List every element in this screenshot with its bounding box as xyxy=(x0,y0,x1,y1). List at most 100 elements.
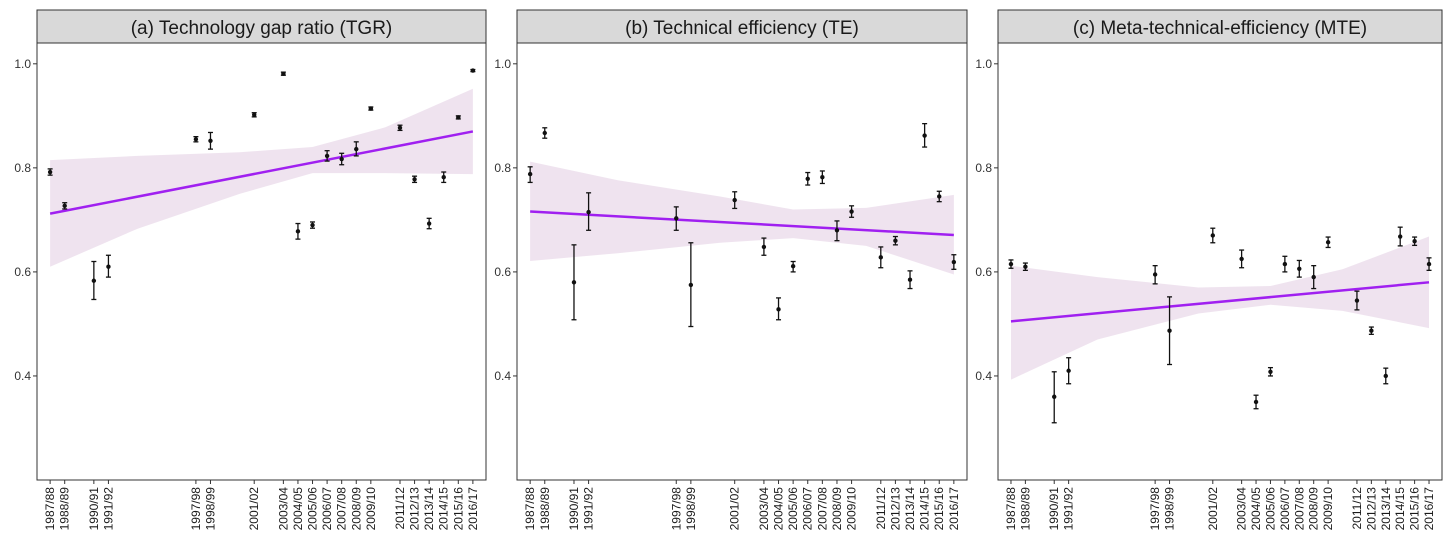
data-point xyxy=(295,222,301,240)
point-marker xyxy=(310,222,315,228)
x-tick-label: 2014/15 xyxy=(437,487,451,531)
y-tick-label: 0.6 xyxy=(14,265,31,279)
data-point xyxy=(1368,326,1374,335)
x-tick-label: 2015/16 xyxy=(932,487,946,531)
panel-title: (c) Meta-technical-efficiency (MTE) xyxy=(1073,18,1367,39)
point-marker xyxy=(368,106,374,111)
y-tick-label: 1.0 xyxy=(494,57,511,71)
x-tick-label: 2006/07 xyxy=(320,487,334,531)
x-tick-label: 1991/92 xyxy=(1062,487,1076,531)
data-point xyxy=(688,242,694,328)
data-point xyxy=(1066,357,1072,385)
y-tick-label: 0.4 xyxy=(14,369,31,383)
data-point xyxy=(1383,367,1389,385)
data-point xyxy=(1167,296,1173,366)
y-tick-label: 1.0 xyxy=(975,57,992,71)
x-tick-label: 1987/88 xyxy=(1004,487,1018,531)
point-marker xyxy=(1297,266,1302,271)
x-tick-label: 1991/92 xyxy=(101,487,115,531)
x-tick-label: 2016/17 xyxy=(947,487,961,531)
point-marker xyxy=(193,137,199,142)
data-point xyxy=(1296,259,1302,278)
point-marker xyxy=(441,175,446,180)
data-point xyxy=(527,166,533,184)
x-tick-label: 1998/99 xyxy=(203,487,217,531)
panel-strip xyxy=(997,9,1443,44)
x-tick-label: 2014/15 xyxy=(918,487,932,531)
point-marker xyxy=(1325,240,1331,245)
x-tick-label: 2009/10 xyxy=(845,487,859,531)
point-marker xyxy=(907,277,913,282)
data-point xyxy=(1239,249,1245,269)
x-tick-label: 1998/99 xyxy=(684,487,698,531)
x-tick-label: 2003/04 xyxy=(757,487,771,531)
point-marker xyxy=(1412,239,1417,244)
panel-2: (b) Technical efficiency (TE) 0.4 0.6 0.8 1.… xyxy=(494,9,968,531)
data-point xyxy=(790,260,796,273)
x-tick-label: 2013/14 xyxy=(903,487,917,531)
x-tick-label: 2004/05 xyxy=(772,487,786,531)
point-marker xyxy=(937,194,942,199)
confidence-band xyxy=(530,161,954,275)
data-point xyxy=(907,270,913,290)
data-point xyxy=(105,254,111,278)
x-tick-label: 2007/08 xyxy=(335,487,349,531)
point-marker xyxy=(1023,264,1028,269)
x-tick-label: 2016/17 xyxy=(466,487,480,531)
data-point xyxy=(62,202,68,210)
data-point xyxy=(310,221,316,229)
point-marker xyxy=(1008,261,1014,267)
point-marker xyxy=(412,177,417,182)
x-tick-label: 2015/16 xyxy=(1408,487,1422,531)
point-marker xyxy=(339,156,344,162)
point-marker xyxy=(571,280,577,285)
x-tick-label: 2011/12 xyxy=(874,487,888,530)
x-tick-label: 2007/08 xyxy=(1292,487,1306,531)
x-tick-label: 2013/14 xyxy=(422,487,436,531)
data-point xyxy=(426,217,432,230)
point-marker xyxy=(1253,399,1259,405)
x-tick-label: 2005/06 xyxy=(786,487,800,531)
data-point xyxy=(951,254,957,270)
data-point xyxy=(1325,236,1331,249)
x-tick-label: 2012/13 xyxy=(888,487,902,531)
x-tick-label: 2013/14 xyxy=(1379,487,1393,531)
x-tick-label: 2005/06 xyxy=(306,487,320,531)
data-point xyxy=(1253,394,1259,410)
point-marker xyxy=(1282,261,1288,267)
x-tick-label: 1988/89 xyxy=(58,487,72,531)
point-marker xyxy=(1167,328,1172,333)
confidence-band xyxy=(1011,236,1429,380)
data-point xyxy=(193,135,199,143)
point-marker xyxy=(586,209,591,215)
x-tick-label: 1990/91 xyxy=(1047,487,1061,531)
data-point xyxy=(280,71,286,76)
point-marker xyxy=(1152,272,1158,277)
point-marker xyxy=(834,228,840,233)
data-point xyxy=(339,152,345,166)
point-marker xyxy=(542,130,547,136)
y-tick-label: 0.8 xyxy=(14,161,31,175)
point-marker xyxy=(790,263,796,269)
point-marker xyxy=(106,264,111,269)
point-marker xyxy=(1239,256,1244,262)
data-point xyxy=(892,235,898,246)
point-marker xyxy=(893,238,898,243)
point-marker xyxy=(1426,261,1432,267)
data-point xyxy=(586,192,592,231)
trend-line xyxy=(1010,281,1430,323)
data-point xyxy=(412,175,418,184)
data-point xyxy=(1210,227,1216,244)
x-tick-label: 1988/89 xyxy=(538,487,552,531)
x-tick-label: 1997/98 xyxy=(1148,487,1162,531)
x-tick-label: 1987/88 xyxy=(43,487,57,531)
point-marker xyxy=(849,209,854,214)
point-marker xyxy=(674,216,679,221)
data-point xyxy=(673,206,679,231)
y-tick-label: 0.4 xyxy=(494,369,511,383)
data-point xyxy=(368,106,374,111)
trend-line xyxy=(530,210,954,237)
point-marker xyxy=(776,307,781,312)
panel-3: (c) Meta-technical-efficiency (MTE) 0.4 0.… xyxy=(975,9,1443,531)
data-point xyxy=(1051,371,1057,424)
